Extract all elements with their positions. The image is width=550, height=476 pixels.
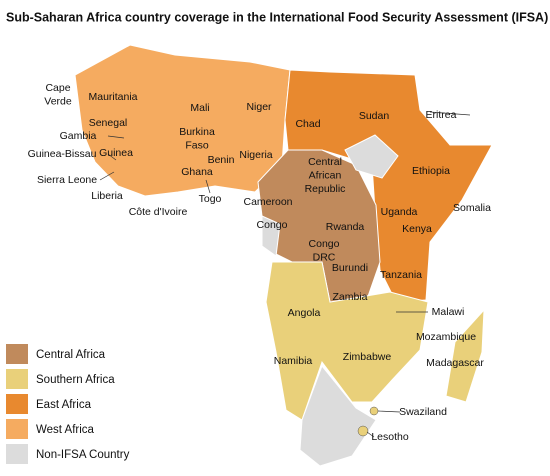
country-label: Republic: [305, 183, 346, 195]
country-label: Kenya: [402, 223, 432, 235]
country-label: Guinea-Bissau: [28, 148, 97, 160]
country-label: Lesotho: [371, 431, 409, 443]
south-africa-shape: [299, 365, 377, 467]
legend: Central Africa Southern Africa East Africa…: [6, 344, 130, 464]
gabon-shape: [261, 215, 281, 257]
legend-swatch: [6, 344, 28, 364]
country-label: Cape: [45, 82, 70, 94]
southern-africa-region: [265, 261, 429, 421]
madagascar-shape: [445, 308, 485, 403]
country-label: Togo: [199, 193, 222, 205]
country-label: Cameroon: [243, 196, 292, 208]
country-label: Uganda: [381, 206, 418, 218]
country-label: Nigeria: [239, 149, 272, 161]
legend-label: Southern Africa: [36, 374, 115, 386]
country-label: African: [309, 169, 342, 181]
country-label: Somalia: [453, 202, 491, 214]
country-label: Malawi: [432, 306, 465, 318]
legend-swatch: [6, 419, 28, 439]
country-label: Burkina: [179, 126, 215, 138]
legend-label: Non-IFSA Country: [36, 449, 130, 461]
legend-swatch: [6, 369, 28, 389]
country-label: Senegal: [89, 117, 128, 129]
legend-label: East Africa: [36, 399, 92, 411]
lesotho-shape: [357, 425, 369, 437]
country-label: Zimbabwe: [343, 351, 392, 363]
map-title: Sub-Saharan Africa country coverage in t…: [6, 10, 548, 24]
country-label: Swaziland: [399, 406, 447, 418]
country-label: Central: [308, 156, 342, 168]
south-sudan-shape: [344, 134, 399, 179]
country-label: Gambia: [60, 130, 97, 142]
country-label: Sierra Leone: [37, 174, 97, 186]
legend-swatch: [6, 444, 28, 464]
country-label: Burundi: [332, 262, 368, 274]
country-label: Tanzania: [380, 269, 422, 281]
country-label: Mali: [190, 102, 209, 114]
country-label: Liberia: [91, 190, 123, 202]
swaziland-shape: [369, 406, 379, 416]
country-label: Eritrea: [426, 109, 457, 121]
west-africa-region: [74, 44, 291, 197]
country-label: Chad: [295, 118, 320, 130]
country-label: Côte d'Ivoire: [129, 206, 188, 218]
country-label: Zambia: [332, 291, 367, 303]
legend-label: West Africa: [36, 424, 95, 436]
country-label: Mozambique: [416, 331, 476, 343]
country-label: Benin: [208, 154, 235, 166]
country-label: Rwanda: [326, 221, 365, 233]
country-label: Verde: [44, 95, 72, 107]
legend-swatch: [6, 394, 28, 414]
country-label: Congo: [309, 238, 340, 250]
leader-lines: [99, 111, 471, 438]
country-label: Madagascar: [426, 357, 484, 369]
country-label: Faso: [185, 139, 209, 151]
country-label: Mauritania: [88, 91, 137, 103]
country-label: Ghana: [181, 166, 213, 178]
country-label: Guinea: [99, 147, 133, 159]
country-label: Ethiopia: [412, 165, 450, 177]
regions: [74, 44, 493, 467]
legend-label: Central Africa: [36, 349, 106, 361]
country-label: Angola: [288, 307, 321, 319]
country-label: Niger: [246, 101, 272, 113]
country-label: Namibia: [274, 355, 313, 367]
country-label: Congo: [257, 219, 288, 231]
country-label: DRC: [313, 251, 336, 263]
country-label: Sudan: [359, 110, 390, 122]
